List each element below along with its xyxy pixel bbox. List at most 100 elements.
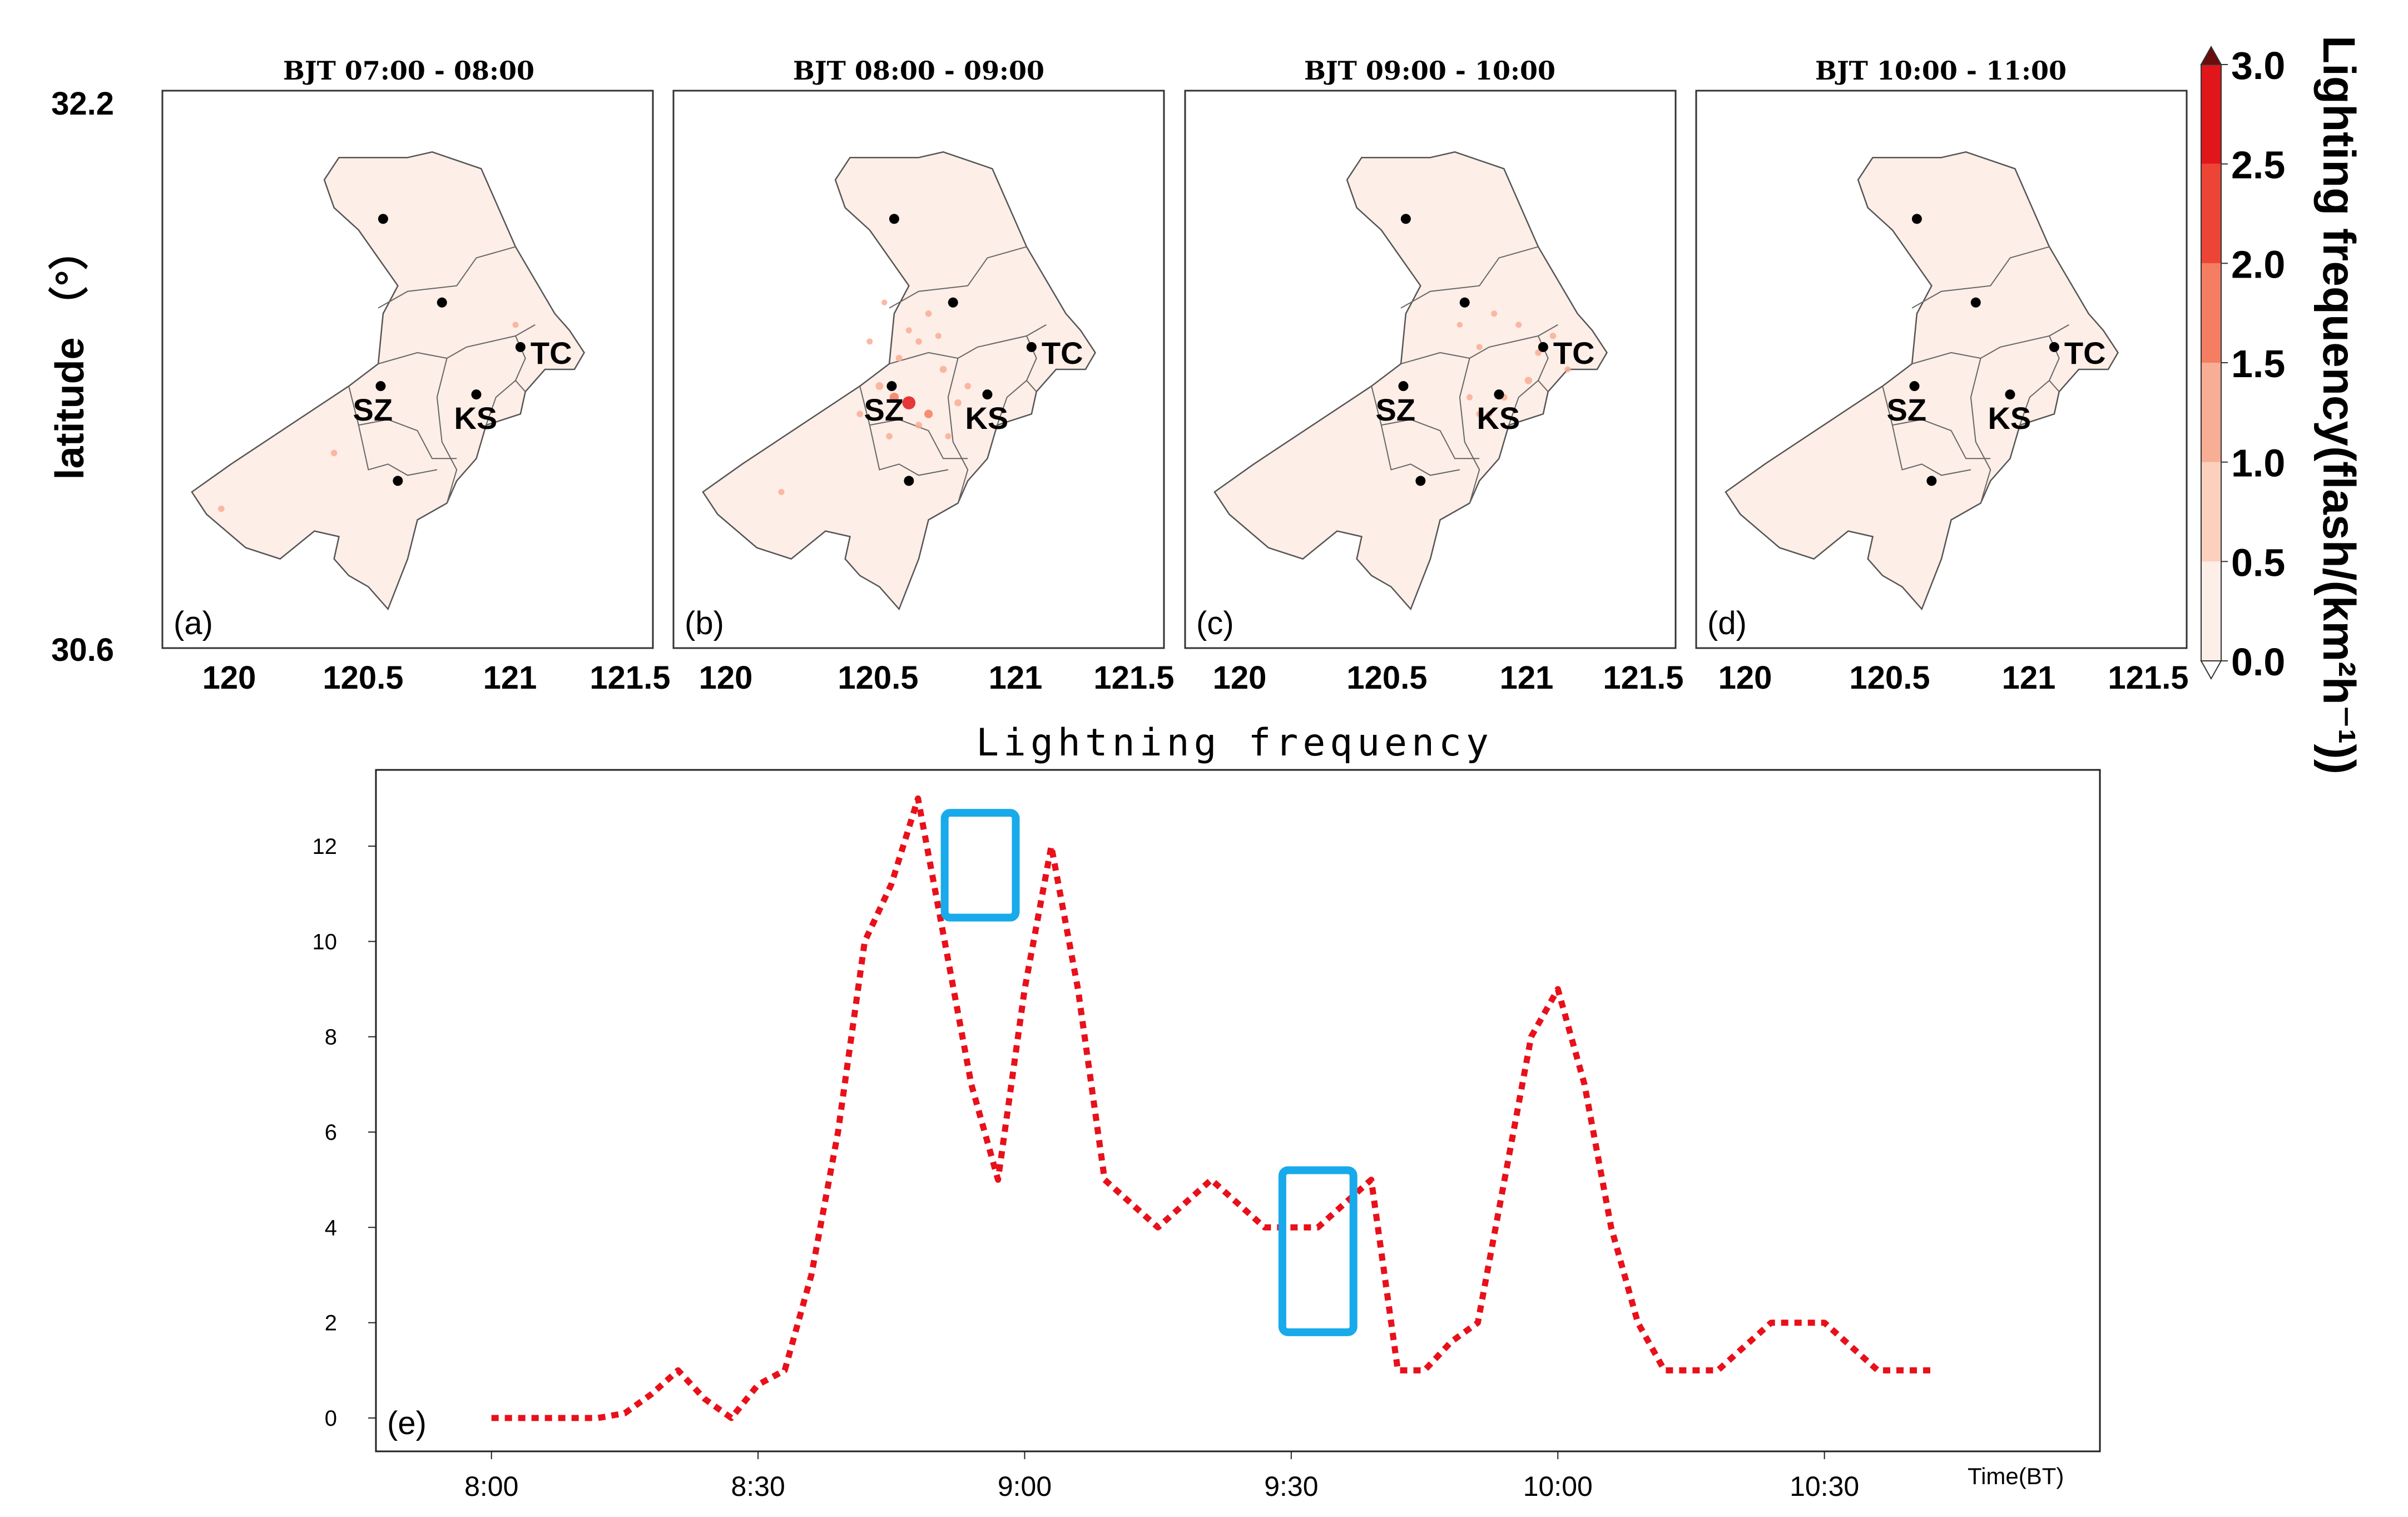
city-label: TC	[2064, 335, 2106, 370]
city-marker	[982, 389, 993, 400]
x-tick-label: 9:00	[998, 1471, 1052, 1502]
city-marker	[1415, 476, 1426, 486]
series-line	[491, 795, 1931, 1421]
city-marker	[1026, 342, 1037, 352]
y-tick-label: 2	[325, 1311, 337, 1336]
city-marker	[2049, 342, 2059, 352]
lightning-strike	[924, 409, 933, 418]
highlight-box	[1278, 1166, 1357, 1336]
panel-tag: (d)	[1707, 605, 1747, 641]
lightning-strike	[1524, 377, 1533, 384]
lon-tick: 121.5	[2108, 660, 2188, 696]
city-marker	[1494, 389, 1504, 400]
district-border	[2019, 380, 2050, 426]
city-marker	[886, 381, 897, 392]
city-label: KS	[1476, 401, 1520, 436]
colorbar-swatch	[2201, 561, 2221, 661]
lon-tick: 120	[1213, 660, 1267, 696]
region-outline	[1725, 151, 2119, 611]
highlight-box	[940, 809, 1020, 922]
series-lines	[491, 795, 1931, 1421]
y-tick-label: 12	[313, 834, 338, 859]
city-marker	[437, 297, 447, 308]
map-panel-c: BJT 09:00 - 10:00 (c) 120 120.5 121 121.…	[1184, 56, 1684, 696]
city-label: SZ	[864, 392, 904, 427]
colorbar: 0.0 0.5 1.0 1.5 2.0 2.5 3.0 Lighting frequency…	[2200, 36, 2364, 774]
city-marker	[1970, 297, 1981, 308]
lon-tick: 120	[1718, 660, 1772, 696]
lightning-strike	[945, 433, 952, 439]
panel-tag: (a)	[174, 605, 213, 641]
lon-tick: 120	[699, 660, 753, 696]
colorbar-tick-label: 0.5	[2231, 541, 2285, 584]
city-label: TC	[1042, 335, 1083, 370]
city-label: SZ	[1375, 392, 1415, 427]
lightning-strike	[1564, 366, 1571, 373]
colorbar-swatch	[2201, 164, 2221, 264]
city-marker	[1909, 381, 1920, 392]
map-panel-d: BJT 10:00 - 11:00 (d) 120 120.5 121 121.…	[1695, 56, 2189, 696]
colorbar-tick-label: 1.0	[2231, 442, 2285, 485]
colorbar-tick-label: 2.0	[2231, 243, 2285, 286]
city-marker	[1400, 214, 1411, 224]
panel-title: BJT 07:00 - 08:00	[283, 56, 534, 86]
chart-tag: (e)	[387, 1405, 427, 1441]
x-tick-label: 10:30	[1790, 1471, 1859, 1502]
lightning-strike	[512, 322, 519, 328]
line-chart: Lightning frequency 0 2 4 6 8 10 12 8:00 8:30 9:…	[313, 721, 2101, 1502]
district-border	[1380, 424, 1460, 476]
lightning-strike	[902, 396, 916, 409]
city-label: SZ	[1886, 392, 1926, 427]
colorbar-swatches	[2201, 64, 2222, 661]
region-outline	[702, 151, 1096, 611]
colorbar-extend-triangle	[2200, 45, 2222, 65]
lon-tick: 121	[989, 660, 1043, 696]
map-panel-a: BJT 07:00 - 08:00 (a) 120 120.5 121 121.…	[161, 56, 671, 696]
city-marker	[1398, 381, 1409, 392]
district-border	[889, 246, 1027, 309]
lightning-strike	[875, 382, 884, 391]
lightning-strike	[935, 333, 942, 339]
lon-tick: 120.5	[1346, 660, 1427, 696]
lon-tick: 121.5	[1603, 660, 1683, 696]
map-panel-b: BJT 08:00 - 09:00 (b) 120 120.5 121 121.…	[672, 56, 1175, 696]
district-border	[1882, 386, 1991, 459]
y-tick-label: 0	[325, 1406, 337, 1431]
lightning-strike	[330, 449, 338, 457]
city-label: SZ	[353, 392, 393, 427]
region-outline	[191, 151, 585, 611]
district-border	[358, 424, 438, 476]
lon-tick: 120.5	[323, 660, 403, 696]
y-tick-label: 6	[325, 1120, 337, 1145]
y-tick-label: 8	[325, 1025, 337, 1050]
lightning-strike	[905, 327, 912, 334]
district-border	[436, 358, 458, 503]
lightning-strike	[1515, 322, 1522, 328]
city-marker	[2005, 389, 2015, 400]
colorbar-tick-label: 2.5	[2231, 144, 2285, 187]
city-marker	[1459, 297, 1470, 308]
district-border	[1911, 324, 2069, 364]
lightning-strike	[1486, 411, 1493, 417]
district-border	[1371, 386, 1480, 459]
city-marker	[471, 389, 482, 400]
district-border	[1891, 424, 1971, 476]
lon-tick: 121	[1500, 660, 1554, 696]
district-border	[485, 380, 516, 426]
x-tick-label: 10:00	[1523, 1471, 1593, 1502]
lightning-strike	[889, 392, 899, 402]
city-label: TC	[531, 335, 572, 370]
district-border	[869, 424, 949, 476]
x-axis-label: Time(BT)	[1968, 1463, 2064, 1489]
lon-tick: 121.5	[1093, 660, 1174, 696]
x-axis-ticks: 8:00 8:30 9:00 9:30 10:00 10:30	[464, 1451, 1859, 1502]
region-outline	[1213, 151, 1608, 611]
y-axis-ticks: 0 2 4 6 8 10 12	[313, 834, 376, 1431]
lightning-strike	[856, 411, 863, 417]
lon-tick: 121	[483, 660, 537, 696]
lon-tick: 120.5	[1849, 660, 1930, 696]
colorbar-swatch	[2201, 363, 2221, 462]
district-border	[1400, 324, 1558, 364]
city-label: KS	[1988, 401, 2031, 436]
